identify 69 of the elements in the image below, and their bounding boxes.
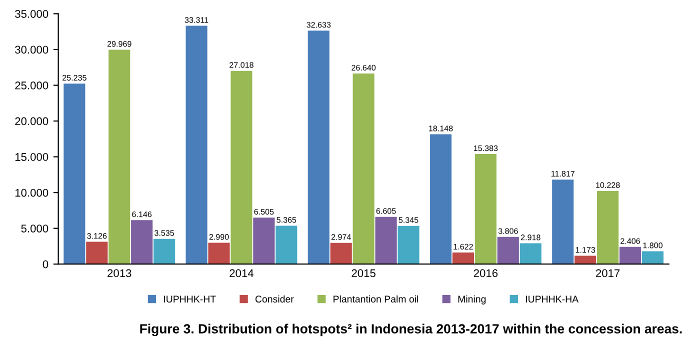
data-label: 2.990 <box>209 234 229 240</box>
data-label: 29.969 <box>107 41 132 47</box>
y-tick-label: 15.000 <box>15 153 48 161</box>
bar <box>64 84 86 264</box>
data-label: 3.535 <box>154 230 174 236</box>
data-label: 11.817 <box>551 170 574 177</box>
data-label: 10.228 <box>596 182 620 188</box>
data-label: 1.173 <box>576 247 596 253</box>
data-label: 25.235 <box>62 74 86 81</box>
data-label: 5.365 <box>276 217 296 223</box>
bar <box>430 134 452 264</box>
legend-label: Mining <box>458 295 486 304</box>
bar <box>230 70 252 264</box>
legend-label: IUPHHK-HA <box>526 296 579 303</box>
bar <box>398 226 420 264</box>
x-tick-label: 2013 <box>108 269 132 278</box>
y-tick-label: 5.000 <box>21 224 48 232</box>
y-tick-label: 25.000 <box>15 82 48 90</box>
y-tick-label: 20.000 <box>15 117 48 126</box>
bar <box>308 30 330 264</box>
legend-label: IUPHHK-HT <box>164 296 216 303</box>
bar <box>574 256 596 264</box>
data-label: 1.800 <box>643 242 662 248</box>
bar <box>642 251 664 264</box>
data-label: 2.406 <box>620 238 640 244</box>
bar <box>497 236 519 264</box>
y-tick-label: 30.000 <box>15 46 48 54</box>
data-label: 18.148 <box>429 126 453 132</box>
data-label: 1.622 <box>454 244 473 250</box>
data-label: 2.918 <box>520 234 540 240</box>
bar <box>352 74 374 264</box>
data-label: 3.126 <box>87 233 107 239</box>
bar <box>375 216 397 264</box>
bar <box>330 242 352 264</box>
bar <box>276 226 298 264</box>
bar <box>131 220 153 264</box>
bar <box>154 238 176 264</box>
data-label: 32.633 <box>306 22 331 28</box>
bar <box>108 50 130 264</box>
data-label: 3.806 <box>498 228 518 234</box>
data-label: 6.605 <box>376 208 396 214</box>
caption: Figure 3. Distribution of hotspots² in Indonesia 2013-2017 within the concession areas. <box>140 324 682 336</box>
bar <box>253 218 275 264</box>
y-tick-label: 35.000 <box>15 10 48 18</box>
bar <box>619 246 642 264</box>
y-tick-label: 10.000 <box>15 188 48 197</box>
bar <box>474 154 496 264</box>
x-tick-label: 2017 <box>596 269 620 278</box>
bar <box>520 243 542 264</box>
x-tick-label: 2014 <box>230 269 254 278</box>
bar <box>452 252 474 264</box>
data-label: 15.383 <box>474 145 498 152</box>
data-label: 6.146 <box>132 211 152 218</box>
data-label: 6.505 <box>254 208 274 215</box>
bar <box>186 26 208 264</box>
data-label: 2.974 <box>331 234 351 240</box>
bar <box>552 180 574 264</box>
x-tick-label: 2016 <box>474 269 498 278</box>
x-tick-label: 2015 <box>352 269 376 278</box>
bar <box>208 242 230 264</box>
bar <box>597 190 619 264</box>
data-label: 5.345 <box>398 217 418 223</box>
legend-label: Plantantion Palm oil <box>334 295 418 303</box>
data-label: 27.018 <box>230 62 254 68</box>
y-tick-label: 0 <box>42 260 48 268</box>
data-label: 33.311 <box>184 17 208 23</box>
legend-label: Consider <box>255 295 294 303</box>
data-label: 26.640 <box>352 64 376 71</box>
bar <box>86 242 108 264</box>
